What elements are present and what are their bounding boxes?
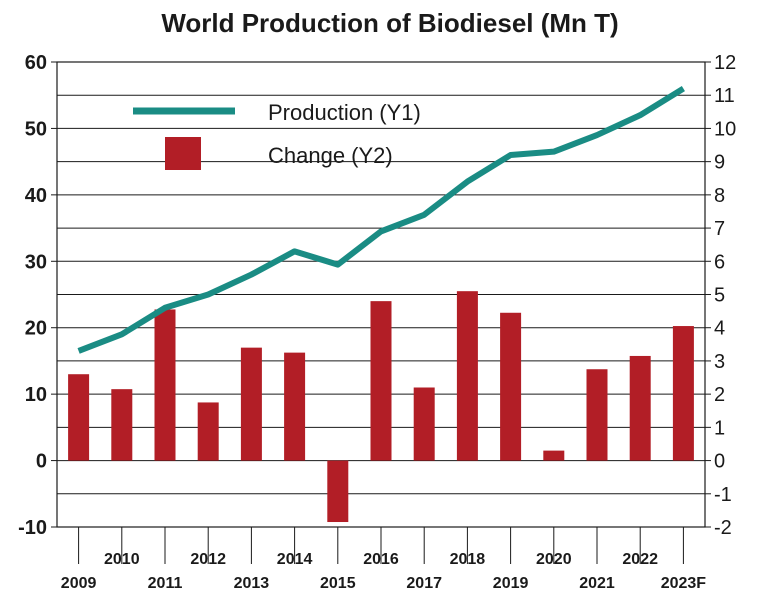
legend-bar-swatch — [165, 137, 201, 170]
x-tick-label: 2021 — [579, 575, 615, 592]
right-tick-label: 2 — [714, 384, 725, 406]
change-bar — [500, 312, 522, 461]
legend-label-production: Production (Y1) — [268, 100, 421, 125]
x-tick-label: 2022 — [622, 551, 658, 568]
x-tick-label: 2009 — [61, 575, 97, 592]
right-tick-label: 0 — [714, 451, 725, 473]
change-bar — [370, 301, 392, 461]
right-tick-label: 11 — [714, 85, 735, 107]
change-bar — [586, 369, 608, 461]
x-tick-label: 2020 — [536, 551, 572, 568]
right-tick-label: 5 — [714, 285, 725, 307]
change-bar — [413, 387, 435, 461]
right-tick-label: 3 — [714, 351, 725, 373]
right-tick-label: -2 — [714, 517, 732, 539]
left-tick-label: 60 — [25, 52, 47, 74]
x-tick-label: 2013 — [234, 575, 270, 592]
change-bar — [284, 352, 306, 461]
left-tick-label: 0 — [36, 451, 47, 473]
x-tick-label: 2017 — [406, 575, 442, 592]
change-bar — [154, 309, 176, 461]
change-bar — [629, 355, 651, 461]
left-tick-label: 40 — [25, 185, 47, 207]
right-tick-label: 6 — [714, 251, 725, 273]
right-tick-label: 4 — [714, 318, 725, 340]
x-tick-label: 2014 — [277, 551, 313, 568]
change-bar — [456, 291, 478, 461]
x-tick-label: 2011 — [148, 575, 183, 592]
x-tick-label: 2010 — [104, 551, 140, 568]
x-tick-label: 2018 — [450, 551, 486, 568]
right-tick-label: 12 — [714, 52, 736, 74]
change-bar — [197, 402, 219, 461]
right-tick-label: 7 — [714, 218, 725, 240]
change-bar — [240, 347, 262, 461]
right-tick-label: 1 — [714, 417, 725, 439]
left-tick-label: 50 — [25, 118, 47, 140]
change-bar — [68, 374, 90, 461]
left-tick-label: 10 — [25, 384, 47, 406]
change-bar — [543, 450, 565, 461]
x-tick-label: 2019 — [493, 575, 529, 592]
legend-label-change: Change (Y2) — [268, 143, 393, 168]
production-line — [77, 86, 685, 354]
left-tick-label: 30 — [25, 251, 47, 273]
x-tick-label: 2023F — [661, 575, 707, 592]
change-bar — [672, 326, 694, 461]
x-tick-label: 2015 — [320, 575, 356, 592]
x-tick-label: 2012 — [190, 551, 226, 568]
right-tick-label: 9 — [714, 152, 725, 174]
left-tick-label: -10 — [18, 517, 47, 539]
chart-title: World Production of Biodiesel (Mn T) — [161, 8, 619, 38]
right-tick-label: -1 — [714, 484, 732, 506]
x-tick-label: 2016 — [363, 551, 399, 568]
right-tick-label: 10 — [714, 118, 736, 140]
right-tick-label: 8 — [714, 185, 725, 207]
left-tick-label: 20 — [25, 318, 47, 340]
change-bar — [327, 460, 349, 523]
change-bar — [111, 389, 133, 461]
